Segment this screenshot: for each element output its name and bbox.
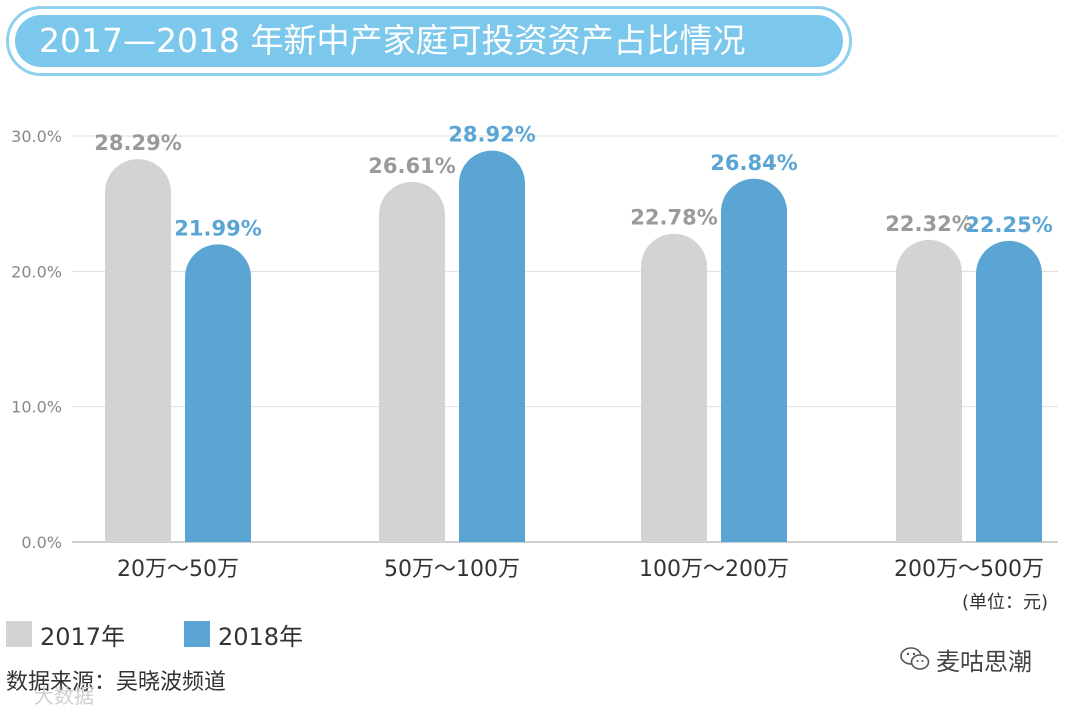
bar-2017年-3	[896, 239, 962, 542]
title-banner: 2017—2018 年新中产家庭可投资资产占比情况	[6, 6, 852, 76]
data-label: 22.32%	[885, 212, 972, 236]
y-tick-label: 30.0%	[11, 127, 62, 146]
bar-2018年-0	[185, 244, 251, 542]
data-label: 28.29%	[94, 131, 181, 155]
bar-2017年-2	[641, 233, 707, 542]
data-label: 26.84%	[710, 151, 797, 175]
legend-item-2017: 2017年	[6, 618, 126, 651]
unit-note: (单位：元)	[962, 592, 1049, 613]
bar-2017年-0	[105, 159, 171, 542]
x-tick-label: 20万～50万	[117, 557, 239, 582]
legend-label-2017: 2017年	[40, 622, 126, 651]
x-tick-label: 50万～100万	[384, 557, 520, 582]
x-tick-label: 200万～500万	[894, 557, 1044, 582]
legend-swatch-2017	[6, 621, 32, 647]
bar-2018年-3	[976, 240, 1042, 542]
brand-name: 麦咕思潮	[936, 647, 1032, 676]
bar-2018年-2	[721, 178, 787, 543]
brand-watermark: 麦咕思潮	[900, 644, 1032, 676]
bar-2018年-1	[459, 150, 525, 542]
legend-item-2018: 2018年	[184, 618, 304, 651]
title-pill: 2017—2018 年新中产家庭可投资资产占比情况	[15, 15, 843, 67]
y-tick-label: 20.0%	[11, 262, 62, 281]
y-tick-label: 10.0%	[11, 398, 62, 417]
bar-2017年-1	[379, 181, 445, 542]
data-label: 22.25%	[965, 213, 1052, 237]
data-label: 28.92%	[448, 123, 535, 147]
data-source: 数据来源：吴晓波频道	[6, 670, 227, 695]
legend-swatch-2018	[184, 621, 210, 647]
y-tick-label: 0.0%	[21, 533, 62, 552]
data-label: 22.78%	[630, 206, 717, 230]
legend-label-2018: 2018年	[218, 622, 304, 651]
source-watermark: 大数据	[34, 684, 94, 708]
wechat-icon	[900, 647, 930, 670]
chart-title: 2017—2018 年新中产家庭可投资资产占比情况	[39, 21, 746, 60]
data-label: 21.99%	[174, 216, 261, 240]
x-tick-label: 100万～200万	[639, 557, 789, 582]
data-label: 26.61%	[368, 154, 455, 178]
